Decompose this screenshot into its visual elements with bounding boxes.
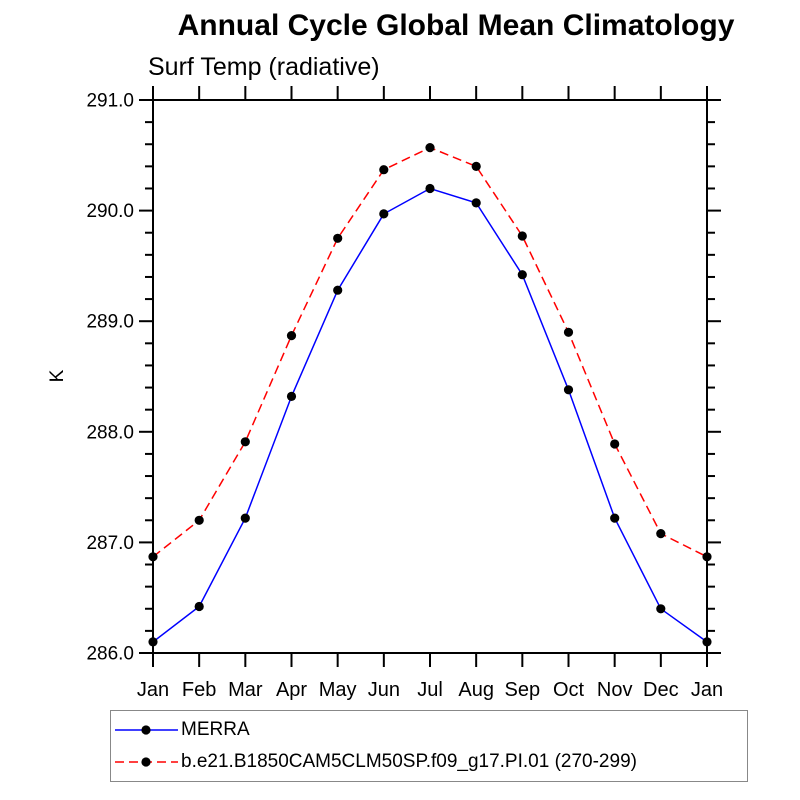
legend-line-sample-merra [115,725,178,735]
y-tick-label-289.0: 289.0 [86,312,134,333]
marker-merra-jan-12 [702,637,712,647]
x-tick-label-aug-7: Aug [458,679,494,701]
y-tick-label-290.0: 290.0 [86,201,134,222]
series-line-merra [152,187,708,643]
marker-model-dec-11 [656,529,666,539]
marker-model-jan-0 [148,552,158,562]
y-tick-label-287.0: 287.0 [86,533,134,554]
x-tick-label-jun-5: Jun [368,679,400,701]
chart-subtitle: Surf Temp (radiative) [148,53,380,81]
legend-item-model: b.e21.B1850CAM5CLM50SP.f09_g17.PI.01 (27… [113,746,747,778]
legend-line-sample-model [115,757,178,767]
marker-model-sep-8 [517,231,527,241]
x-tick-label-jul-6: Jul [417,679,443,701]
series-line-model [152,146,708,558]
marker-model-feb-1 [194,515,204,525]
y-tick-label-288.0: 288.0 [86,422,134,443]
x-tick-label-apr-3: Apr [276,679,307,701]
marker-merra-jan-0 [148,637,158,647]
chart-title: Annual Cycle Global Mean Climatology [177,9,735,42]
marker-merra-sep-8 [517,270,527,280]
legend-marker-model [141,757,151,767]
x-tick-label-jan-12: Jan [691,679,723,701]
marker-model-nov-10 [610,439,620,449]
x-tick-label-dec-11: Dec [643,679,679,701]
x-tick-label-nov-10: Nov [597,679,633,701]
marker-model-jul-6 [425,143,435,153]
x-tick-label-feb-1: Feb [182,679,216,701]
x-tick-label-jan-0: Jan [137,679,169,701]
marker-merra-mar-2 [240,513,250,523]
marker-model-mar-2 [240,437,250,447]
x-tick-label-mar-2: Mar [228,679,263,701]
marker-merra-aug-7 [471,198,481,208]
marker-merra-dec-11 [656,604,666,614]
marker-model-jan-12 [702,552,712,562]
y-tick-label-286.0: 286.0 [86,644,134,665]
marker-merra-may-4 [333,285,343,295]
x-tick-label-sep-8: Sep [505,679,541,701]
legend-item-merra: MERRA [113,714,747,746]
legend-label-merra: MERRA [181,719,250,740]
marker-merra-oct-9 [563,385,574,395]
marker-merra-feb-1 [194,601,204,612]
marker-model-may-4 [333,233,343,243]
legend-marker-merra [141,725,151,735]
marker-merra-apr-3 [286,391,297,401]
x-tick-label-oct-9: Oct [553,679,585,701]
marker-model-aug-7 [471,161,481,171]
marker-model-oct-9 [563,327,574,337]
marker-merra-jul-6 [425,183,435,194]
legend-label-model: b.e21.B1850CAM5CLM50SP.f09_g17.PI.01 (27… [181,751,637,772]
marker-model-apr-3 [286,331,297,341]
marker-model-jun-5 [379,165,389,175]
x-tick-label-may-4: May [319,679,357,701]
marker-merra-nov-10 [610,513,620,523]
y-tick-label-291.0: 291.0 [86,91,134,112]
marker-merra-jun-5 [379,209,389,219]
legend: MERRA b.e21.B1850CAM5CLM50SP.f09_g17.PI.… [110,710,748,782]
